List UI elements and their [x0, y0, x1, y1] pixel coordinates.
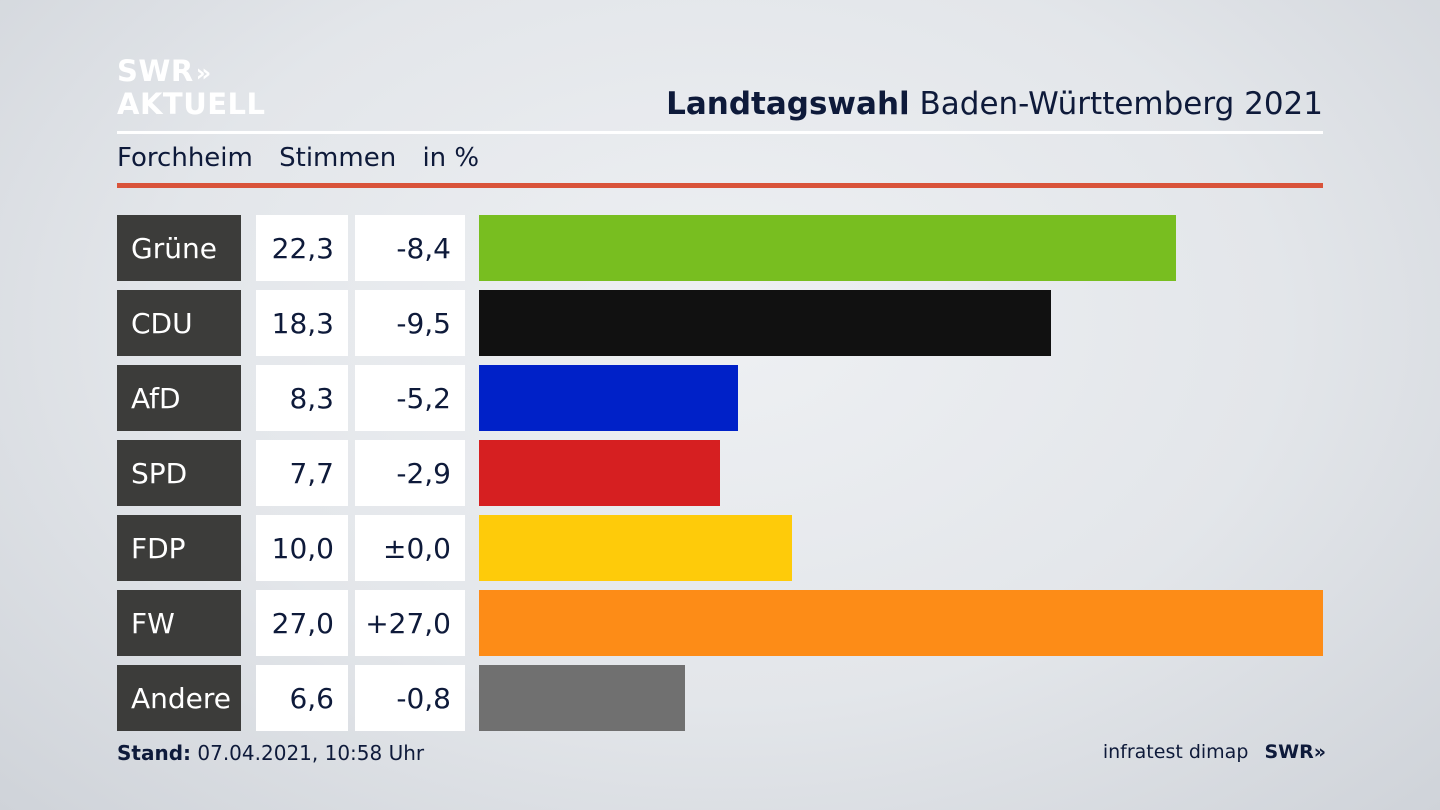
- result-bar: [479, 515, 792, 581]
- vote-share: 8,3: [256, 365, 348, 431]
- party-label: CDU: [117, 290, 241, 356]
- title-bold: Landtagswahl: [666, 86, 910, 122]
- chart-row: Grüne 22,3 -8,4: [117, 215, 1323, 281]
- logo-aktuell-text: AKTUELL: [117, 87, 266, 121]
- party-label: Andere: [117, 665, 241, 731]
- result-bar: [479, 365, 738, 431]
- vote-share: 10,0: [256, 515, 348, 581]
- vote-change: +27,0: [355, 590, 465, 656]
- header-divider: [117, 131, 1323, 134]
- vote-change: -0,8: [355, 665, 465, 731]
- subheader-unit: in %: [422, 143, 480, 173]
- chart-row: CDU 18,3 -9,5: [117, 290, 1323, 356]
- source-credit: infratest dimap SWR»: [1102, 741, 1326, 763]
- swr-aktuell-logo: SWR» AKTUELL: [117, 56, 266, 120]
- brand-chevron-icon: »: [1313, 741, 1326, 763]
- result-bar: [479, 440, 720, 506]
- title-rest: Baden-Württemberg 2021: [919, 86, 1323, 122]
- source-text: infratest dimap: [1102, 741, 1249, 763]
- double-chevron-icon: »: [195, 59, 211, 87]
- result-bar: [479, 590, 1323, 656]
- vote-change: -2,9: [355, 440, 465, 506]
- vote-share: 27,0: [256, 590, 348, 656]
- brand-text: SWR: [1264, 741, 1314, 763]
- vote-change: -8,4: [355, 215, 465, 281]
- chart-row: FW 27,0 +27,0: [117, 590, 1323, 656]
- stand-label: Stand:: [117, 741, 192, 765]
- vote-share: 22,3: [256, 215, 348, 281]
- timestamp: Stand: 07.04.2021, 10:58 Uhr: [117, 741, 424, 765]
- party-label: SPD: [117, 440, 241, 506]
- party-label: AfD: [117, 365, 241, 431]
- chart-row: FDP 10,0 ±0,0: [117, 515, 1323, 581]
- chart-row: Andere 6,6 -0,8: [117, 665, 1323, 731]
- vote-share: 6,6: [256, 665, 348, 731]
- party-label: FW: [117, 590, 241, 656]
- page-title: Landtagswahl Baden-Württemberg 2021: [666, 86, 1323, 122]
- result-bar: [479, 215, 1176, 281]
- vote-share: 7,7: [256, 440, 348, 506]
- subheader: Forchheim Stimmen in %: [117, 143, 497, 173]
- logo-swr-text: SWR: [117, 54, 194, 88]
- vote-share: 18,3: [256, 290, 348, 356]
- vote-change: -5,2: [355, 365, 465, 431]
- stand-value: 07.04.2021, 10:58 Uhr: [197, 741, 425, 765]
- subheader-region: Forchheim: [117, 143, 253, 173]
- chart-row: AfD 8,3 -5,2: [117, 365, 1323, 431]
- vote-change: ±0,0: [355, 515, 465, 581]
- subheader-measure: Stimmen: [279, 143, 397, 173]
- result-bar: [479, 290, 1051, 356]
- result-bar: [479, 665, 685, 731]
- party-label: FDP: [117, 515, 241, 581]
- vote-change: -9,5: [355, 290, 465, 356]
- accent-divider: [117, 183, 1323, 188]
- chart-row: SPD 7,7 -2,9: [117, 440, 1323, 506]
- party-label: Grüne: [117, 215, 241, 281]
